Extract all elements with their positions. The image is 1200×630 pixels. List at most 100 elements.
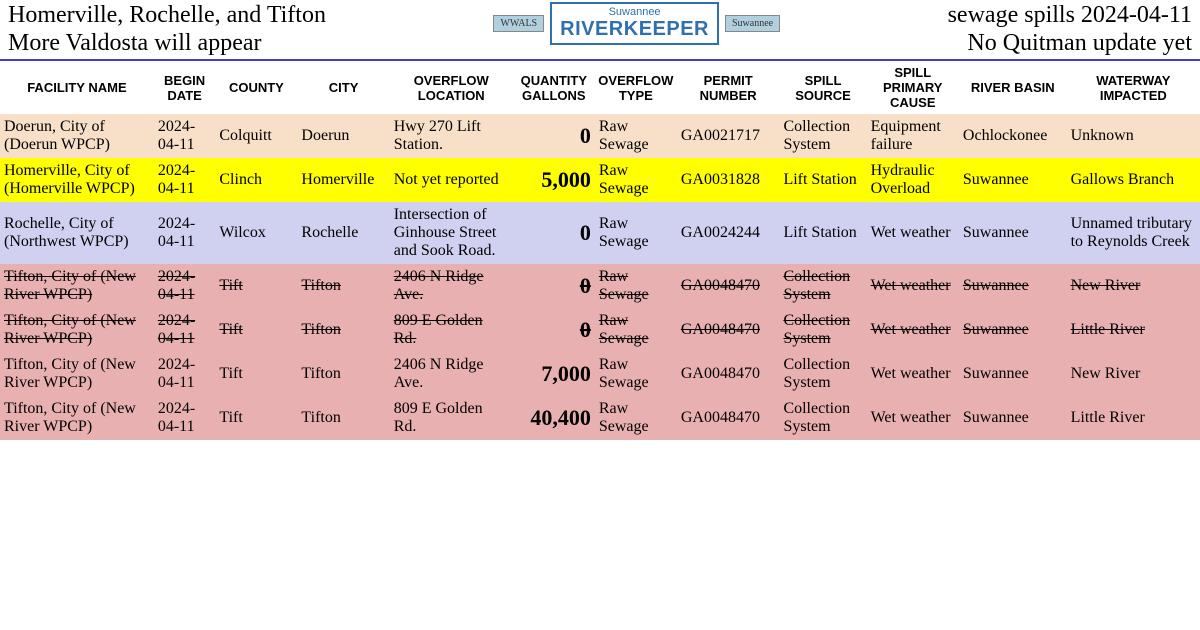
cell-permit: GA0048470 [677,352,780,396]
cell-qty: 0 [513,264,595,308]
cell-date: 2024-04-11 [154,202,216,264]
cell-basin: Suwannee [959,158,1067,202]
cell-location: 2406 N Ridge Ave. [390,264,513,308]
cell-date: 2024-04-11 [154,308,216,352]
cell-facility: Tifton, City of (New River WPCP) [0,396,154,440]
table-row: Rochelle, City of (Northwest WPCP)2024-0… [0,202,1200,264]
cell-waterway: Little River [1067,396,1200,440]
cell-source: Collection System [779,264,866,308]
cell-source: Collection System [779,114,866,158]
column-header: BEGIN DATE [154,61,216,114]
table-row: Homerville, City of (Homerville WPCP)202… [0,158,1200,202]
spills-table: FACILITY NAMEBEGIN DATECOUNTYCITYOVERFLO… [0,61,1200,440]
table-row: Tifton, City of (New River WPCP)2024-04-… [0,396,1200,440]
cell-source: Collection System [779,308,866,352]
cell-facility: Tifton, City of (New River WPCP) [0,264,154,308]
cell-city: Homerville [297,158,389,202]
cell-basin: Suwannee [959,264,1067,308]
cell-date: 2024-04-11 [154,396,216,440]
cell-waterway: Gallows Branch [1067,158,1200,202]
cell-permit: GA0048470 [677,264,780,308]
cell-waterway: Little River [1067,308,1200,352]
cell-county: Colquitt [215,114,297,158]
cell-date: 2024-04-11 [154,114,216,158]
cell-basin: Ochlockonee [959,114,1067,158]
column-header: PERMIT NUMBER [677,61,780,114]
wwals-logo: WWALS [493,15,544,32]
cell-cause: Wet weather [867,264,959,308]
cell-city: Doerun [297,114,389,158]
cell-location: 2406 N Ridge Ave. [390,352,513,396]
column-header: RIVER BASIN [959,61,1067,114]
rk-logo-top: Suwannee [560,6,709,18]
cell-type: Raw Sewage [595,114,677,158]
column-header: OVERFLOW LOCATION [390,61,513,114]
cell-date: 2024-04-11 [154,264,216,308]
cell-waterway: New River [1067,352,1200,396]
cell-basin: Suwannee [959,308,1067,352]
cell-county: Wilcox [215,202,297,264]
cell-type: Raw Sewage [595,352,677,396]
cell-county: Tift [215,352,297,396]
cell-city: Tifton [297,264,389,308]
header-left-line1: Homerville, Rochelle, and Tifton [8,2,326,28]
cell-city: Rochelle [297,202,389,264]
cell-cause: Hydraulic Overload [867,158,959,202]
cell-basin: Suwannee [959,202,1067,264]
header-right-text: sewage spills 2024-04-11 No Quitman upda… [948,2,1192,57]
cell-qty: 5,000 [513,158,595,202]
table-row: Doerun, City of (Doerun WPCP)2024-04-11C… [0,114,1200,158]
cell-date: 2024-04-11 [154,158,216,202]
riverkeeper-logo: Suwannee RIVERKEEPER [550,2,719,45]
table-body: Doerun, City of (Doerun WPCP)2024-04-11C… [0,114,1200,440]
page-header: Homerville, Rochelle, and Tifton More Va… [0,0,1200,61]
column-header: FACILITY NAME [0,61,154,114]
table-row: Tifton, City of (New River WPCP)2024-04-… [0,352,1200,396]
cell-location: Not yet reported [390,158,513,202]
header-left-text: Homerville, Rochelle, and Tifton More Va… [8,2,326,57]
header-right-line1: sewage spills 2024-04-11 [948,2,1192,28]
column-header: QUANTITY GALLONS [513,61,595,114]
cell-source: Collection System [779,352,866,396]
cell-facility: Homerville, City of (Homerville WPCP) [0,158,154,202]
cell-county: Tift [215,264,297,308]
cell-location: Hwy 270 Lift Station. [390,114,513,158]
cell-qty: 0 [513,308,595,352]
cell-city: Tifton [297,352,389,396]
cell-basin: Suwannee [959,396,1067,440]
cell-cause: Wet weather [867,396,959,440]
cell-type: Raw Sewage [595,396,677,440]
cell-qty: 40,400 [513,396,595,440]
column-header: CITY [297,61,389,114]
cell-cause: Equipment failure [867,114,959,158]
table-header: FACILITY NAMEBEGIN DATECOUNTYCITYOVERFLO… [0,61,1200,114]
cell-waterway: New River [1067,264,1200,308]
suwannee-side-logo: Suwannee [725,15,780,32]
table-row: Tifton, City of (New River WPCP)2024-04-… [0,308,1200,352]
cell-source: Collection System [779,396,866,440]
cell-qty: 0 [513,114,595,158]
cell-source: Lift Station [779,158,866,202]
column-header: COUNTY [215,61,297,114]
cell-city: Tifton [297,396,389,440]
rk-logo-main: RIVERKEEPER [560,18,709,41]
cell-permit: GA0021717 [677,114,780,158]
cell-permit: GA0031828 [677,158,780,202]
cell-waterway: Unknown [1067,114,1200,158]
cell-type: Raw Sewage [595,308,677,352]
cell-location: 809 E Golden Rd. [390,396,513,440]
column-header: SPILL PRIMARY CAUSE [867,61,959,114]
cell-cause: Wet weather [867,202,959,264]
cell-facility: Tifton, City of (New River WPCP) [0,308,154,352]
cell-cause: Wet weather [867,352,959,396]
cell-type: Raw Sewage [595,158,677,202]
cell-county: Tift [215,396,297,440]
cell-permit: GA0048470 [677,308,780,352]
cell-facility: Tifton, City of (New River WPCP) [0,352,154,396]
cell-permit: GA0048470 [677,396,780,440]
header-left-line2: More Valdosta will appear [8,30,262,56]
cell-location: 809 E Golden Rd. [390,308,513,352]
column-header: SPILL SOURCE [779,61,866,114]
cell-county: Clinch [215,158,297,202]
cell-waterway: Unnamed tributary to Reynolds Creek [1067,202,1200,264]
